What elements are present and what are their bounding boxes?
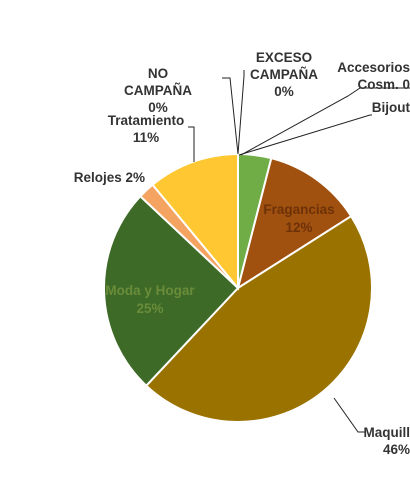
data-label-line: 11%: [133, 130, 159, 145]
data-label-line: Fragancias: [263, 202, 334, 217]
data-label-line: 12%: [285, 220, 312, 235]
data-label-line: 46%: [383, 442, 410, 457]
data-label-line: 0%: [274, 84, 294, 99]
data-label-line: 0%: [148, 100, 168, 115]
leader-line-tratamiento: [188, 127, 194, 162]
data-label-maquillaje: Maquill 46%: [364, 425, 410, 457]
data-label-line: Bijout: [372, 100, 410, 115]
data-label-accesorios-cosm: Accesorios Cosm. 0: [337, 60, 410, 92]
data-label-line: NO: [148, 66, 168, 81]
data-label-line: CAMPAÑA: [124, 83, 192, 98]
leader-line-exceso-campana: [238, 70, 244, 154]
data-label-line: EXCESO: [256, 50, 312, 65]
data-label-line: Relojes 2%: [74, 170, 145, 185]
data-label-relojes: Relojes 2%: [74, 170, 145, 185]
data-label-line: Accesorios: [337, 60, 410, 75]
leader-line-no-campana: [222, 78, 238, 154]
data-label-no-campana: NO CAMPAÑA 0%: [124, 66, 192, 115]
data-label-line: CAMPAÑA: [250, 67, 318, 82]
data-label-line: 25%: [136, 301, 163, 316]
data-label-line: Moda y Hogar: [105, 283, 195, 298]
leader-line-bijouterie: [239, 115, 372, 155]
data-label-bijouterie: Bijout: [372, 100, 410, 115]
data-label-tratamiento: Tratamiento 11%: [108, 113, 185, 145]
data-label-line: Tratamiento: [108, 113, 185, 128]
leader-line-maquillaje: [334, 398, 366, 432]
data-label-line: Maquill: [364, 425, 410, 440]
data-label-line: Cosm. 0: [357, 77, 410, 92]
leader-line-accesorios-cosm: [241, 88, 410, 155]
data-label-exceso-campana: EXCESO CAMPAÑA 0%: [250, 50, 318, 99]
